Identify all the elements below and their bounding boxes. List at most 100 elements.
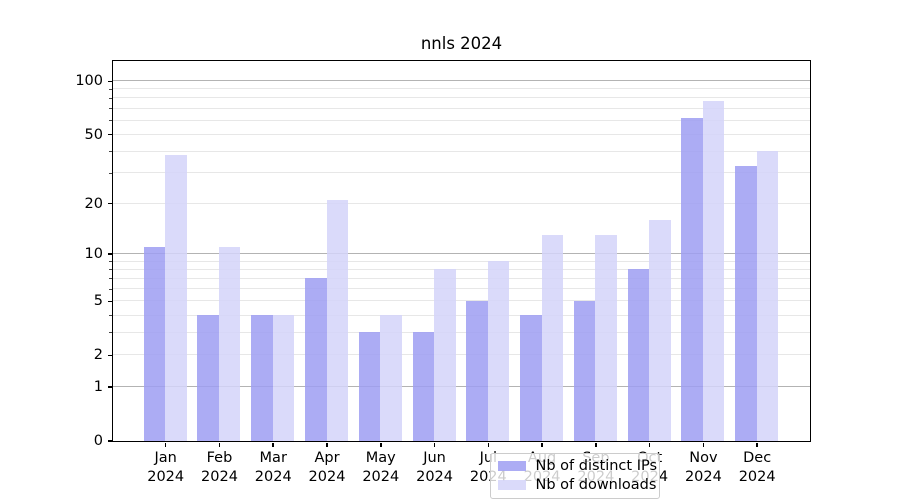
legend-swatch-downloads [497,479,526,491]
y-tick-mark [107,253,112,255]
bar-distinct-ips-may-2024 [358,332,381,441]
major-gridline [112,300,810,302]
x-tick-label: Apr 2024 [299,449,355,486]
x-tick-label-month: Mar [259,450,287,466]
x-tick-mark [326,442,328,447]
y-tick-mark [107,202,112,205]
bar-downloads-feb-2024 [218,246,241,441]
x-tick-mark [702,442,705,447]
bar-downloads-aug-2024 [541,234,564,441]
minor-gridline [112,277,810,279]
chart-title: nnls 2024 [420,34,503,53]
x-tick-label-year: 2024 [308,468,346,485]
plot-area: Nb of distinct IPs Nb of downloads [111,59,811,499]
minor-gridline [112,88,810,90]
y-tick-label: 5 [93,293,103,310]
y-minor-tick-mark [109,269,112,271]
bar-downloads-may-2024 [380,315,402,441]
x-tick-label-year: 2024 [147,468,185,485]
y-minor-tick-mark [109,151,112,153]
x-tick-label-month: Apr [314,450,340,466]
y-tick-label: 100 [75,73,103,90]
minor-gridline [112,314,810,316]
bar-downloads-jul-2024 [487,261,510,441]
x-tick-label: Jun 2024 [407,449,463,486]
bar-distinct-ips-oct-2024 [627,269,650,441]
x-tick-label-month: Jan [154,450,177,466]
x-tick-mark [595,442,597,447]
x-tick-mark [433,442,436,447]
major-gridline [112,133,810,135]
minor-gridline [112,268,810,270]
x-tick-label-year: 2024 [738,468,776,485]
bar-distinct-ips-jun-2024 [412,332,435,441]
y-tick-label: 20 [84,195,103,212]
x-tick-mark [487,442,490,447]
y-minor-tick-mark [109,288,112,290]
major-gridline [112,354,810,356]
major-gridline [112,253,810,255]
x-tick-label-year: 2024 [201,468,238,485]
major-gridline [112,202,810,204]
y-minor-tick-mark [109,88,112,90]
x-tick-mark [756,442,758,447]
x-tick-label-month: May [365,450,396,466]
y-tick-label: 50 [84,126,103,143]
y-minor-tick-mark [109,97,112,99]
x-tick-label-year: 2024 [254,468,292,485]
bar-downloads-dec-2024 [756,151,779,441]
bar-distinct-ips-sep-2024 [573,300,596,441]
y-minor-tick-mark [109,332,112,334]
minor-gridline [112,119,810,121]
x-tick-mark [218,442,221,447]
legend-item-downloads: Nb of downloads [497,477,656,493]
bar-downloads-nov-2024 [702,100,725,441]
x-tick-label-year: 2024 [416,468,453,485]
plot-inner [112,61,810,441]
bar-distinct-ips-dec-2024 [735,165,757,441]
bar-distinct-ips-jul-2024 [466,300,488,441]
x-tick-label-month: Nov [689,450,718,466]
y-tick-label: 1 [93,378,103,395]
y-minor-tick-mark [109,120,112,122]
major-gridline [112,385,810,387]
bar-distinct-ips-mar-2024 [251,315,273,441]
x-tick-mark [164,442,167,447]
minor-gridline [112,150,810,152]
legend-label-distinct-ips: Nb of distinct IPs [535,457,658,474]
x-tick-label-month: Jun [423,450,446,466]
minor-gridline [112,288,810,290]
x-tick-mark [380,442,382,447]
x-tick-label-year: 2024 [362,468,400,485]
bar-distinct-ips-aug-2024 [520,315,542,441]
minor-gridline [112,97,810,99]
y-minor-tick-mark [109,278,112,280]
y-tick-label: 10 [84,246,103,263]
bar-downloads-jun-2024 [434,269,456,441]
x-tick-mark [541,442,543,447]
minor-gridline [112,260,810,262]
minor-gridline [112,107,810,109]
bar-downloads-mar-2024 [272,315,295,441]
x-tick-label: Feb 2024 [191,449,247,486]
bar-distinct-ips-nov-2024 [681,117,703,441]
minor-gridline [112,172,810,174]
bar-distinct-ips-feb-2024 [197,315,219,441]
y-tick-mark [107,133,112,136]
y-minor-tick-mark [109,261,112,263]
x-tick-label: May 2024 [353,449,409,486]
bar-downloads-sep-2024 [595,234,617,441]
legend-item-distinct-ips: Nb of distinct IPs [497,458,657,474]
bar-downloads-jan-2024 [165,154,187,441]
legend-label-downloads: Nb of downloads [535,477,657,494]
bar-downloads-oct-2024 [649,219,671,441]
x-tick-mark [272,442,274,447]
x-tick-label: Dec 2024 [729,449,785,486]
x-tick-label-year: 2024 [684,468,722,485]
y-tick-mark [107,440,112,442]
x-tick-label: Mar 2024 [245,449,301,486]
bar-distinct-ips-apr-2024 [305,278,327,441]
x-tick-label: Nov 2024 [675,449,731,486]
y-minor-tick-mark [109,315,112,317]
